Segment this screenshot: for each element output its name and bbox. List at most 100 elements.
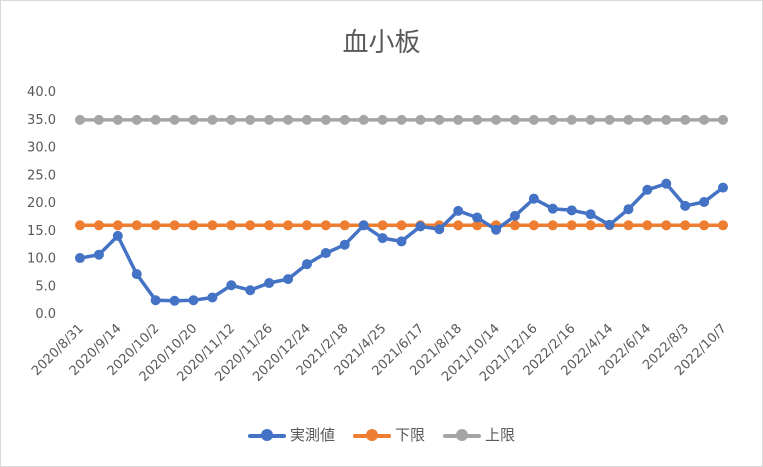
data-point-upper-limit [112,114,123,125]
data-point-measured [699,197,710,207]
data-point-lower-limit [188,220,199,231]
data-point-measured [358,220,369,231]
data-point-upper-limit [169,114,180,125]
data-point-lower-limit [264,220,275,231]
data-point-measured [547,203,558,214]
data-point-lower-limit [453,220,464,231]
data-point-upper-limit [509,114,520,125]
legend-swatch-lower-limit [352,428,391,441]
data-point-upper-limit [283,114,294,125]
data-point-upper-limit [264,114,275,125]
data-point-measured [680,200,691,211]
data-point-lower-limit [377,220,388,231]
data-point-lower-limit [339,220,350,231]
legend-item-lower-limit: 下限 [352,424,425,445]
data-point-measured [245,285,256,296]
data-point-measured [585,209,596,220]
data-point-measured [623,204,634,215]
data-point-upper-limit [131,114,142,125]
y-tick-label: 35.0 [27,113,56,128]
data-point-measured [604,219,615,230]
data-point-lower-limit [699,220,710,231]
data-point-measured [226,280,237,291]
y-tick-label: 5.0 [35,279,56,294]
data-point-upper-limit [491,114,502,125]
data-point-measured [320,248,331,259]
data-point-measured [283,274,294,285]
chart-title: 血小板 [342,28,421,58]
data-point-upper-limit [339,114,350,125]
y-tick-label: 15.0 [27,224,56,239]
data-point-lower-limit [169,220,180,231]
data-point-upper-limit [472,114,483,125]
data-point-measured [150,295,161,306]
data-point-measured [718,182,728,193]
legend-label-lower-limit: 下限 [394,426,425,444]
data-point-lower-limit [585,220,596,231]
data-point-upper-limit [604,114,615,125]
data-point-upper-limit [661,114,672,125]
data-point-lower-limit [642,220,653,231]
data-point-measured [528,193,539,204]
legend-item-measured: 実測値 [247,424,335,445]
data-point-measured [207,292,218,303]
data-point-measured [434,224,445,235]
data-point-upper-limit [245,114,256,125]
data-point-measured [93,249,104,260]
data-point-upper-limit [301,114,312,125]
data-point-measured [472,212,483,223]
data-point-upper-limit [150,114,161,125]
data-point-upper-limit [528,114,539,125]
y-axis-ticks: 0.0 5.0 10.0 15.0 20.0 25.0 30.0 35.0 40.0 [27,85,56,322]
data-point-upper-limit [188,114,199,125]
data-point-upper-limit [453,114,464,125]
y-tick-label: 0.0 [35,307,56,322]
data-point-lower-limit [396,220,407,231]
data-point-measured [169,295,180,306]
data-point-measured [661,178,672,189]
data-point-measured [339,239,350,250]
legend-item-upper-limit: 上限 [443,424,515,445]
data-point-lower-limit [112,220,123,231]
data-point-upper-limit [396,114,407,125]
data-point-upper-limit [680,114,691,125]
data-point-upper-limit [75,114,85,125]
series-measured [75,178,728,306]
y-tick-label: 10.0 [27,252,56,267]
data-point-lower-limit [75,220,85,231]
data-point-upper-limit [566,114,577,125]
data-point-measured [112,230,123,241]
series-layer [75,114,728,306]
data-point-lower-limit [661,220,672,231]
data-point-upper-limit [585,114,596,125]
data-point-upper-limit [358,114,369,125]
data-point-measured [377,233,388,244]
data-point-measured [188,295,199,306]
y-tick-label: 25.0 [27,168,56,183]
data-point-lower-limit [283,220,294,231]
data-point-lower-limit [547,220,558,231]
data-point-measured [509,210,520,221]
data-point-upper-limit [434,114,445,125]
data-point-upper-limit [93,114,104,125]
data-point-lower-limit [528,220,539,231]
data-point-lower-limit [93,220,104,231]
data-point-lower-limit [301,220,312,231]
data-point-upper-limit [699,114,710,125]
data-point-upper-limit [207,114,218,125]
data-point-upper-limit [642,114,653,125]
legend-label-upper-limit: 上限 [485,426,516,444]
data-point-measured [264,278,275,289]
data-point-measured [75,253,85,264]
data-point-measured [131,269,142,280]
data-point-lower-limit [245,220,256,231]
data-point-lower-limit [320,220,331,231]
data-point-lower-limit [718,220,728,231]
data-point-lower-limit [566,220,577,231]
data-point-measured [642,184,653,195]
data-point-lower-limit [509,220,520,231]
data-point-upper-limit [226,114,237,125]
data-point-upper-limit [320,114,331,125]
y-tick-label: 30.0 [27,141,56,156]
data-point-lower-limit [150,220,161,231]
